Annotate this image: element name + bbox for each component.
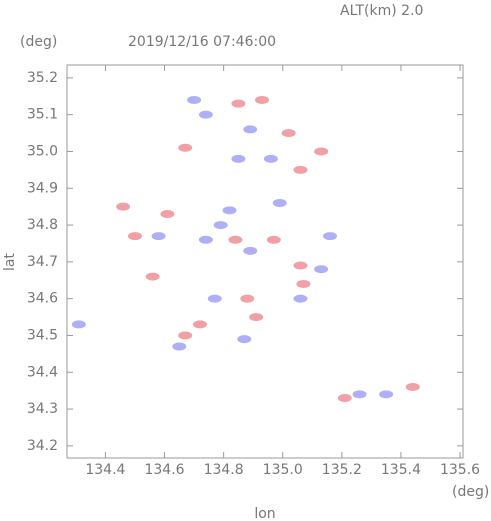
echo-patch bbox=[187, 95, 202, 104]
x-axis-label: lon bbox=[254, 506, 275, 521]
x-tick-label: 134.6 bbox=[144, 462, 184, 478]
echo-patch bbox=[314, 265, 329, 274]
echo-patch bbox=[281, 129, 296, 138]
echo-patch bbox=[379, 390, 394, 399]
echo-patch bbox=[237, 335, 252, 344]
x-tick-label: 135.6 bbox=[440, 462, 480, 478]
y-tick-label: 35.0 bbox=[27, 143, 58, 159]
echo-patch bbox=[151, 232, 166, 241]
echo-patch bbox=[231, 99, 246, 108]
echo-patch bbox=[352, 390, 367, 399]
x-tick-label: 135.4 bbox=[381, 462, 421, 478]
echo-patch bbox=[337, 394, 352, 403]
y-tick-label: 34.4 bbox=[27, 364, 58, 380]
y-tick-label: 34.3 bbox=[27, 401, 58, 417]
echo-patch bbox=[405, 382, 420, 391]
echo-patch bbox=[172, 342, 187, 351]
echo-patch bbox=[249, 313, 264, 322]
y-tick-label: 34.8 bbox=[27, 217, 58, 233]
echo-patch bbox=[145, 272, 160, 281]
y-axis-label: lat bbox=[2, 253, 18, 271]
echo-patch bbox=[192, 320, 207, 329]
y-tick-label: 35.1 bbox=[27, 107, 58, 123]
echo-patch bbox=[293, 294, 308, 303]
echo-patch bbox=[160, 210, 175, 219]
y-unit: (deg) bbox=[20, 34, 57, 50]
echo-patch bbox=[178, 143, 193, 152]
chart-title: 2019/12/16 07:46:00 bbox=[128, 34, 276, 50]
echo-patch bbox=[243, 125, 258, 134]
y-tick-label: 34.9 bbox=[27, 180, 58, 196]
y-tick-label: 34.6 bbox=[27, 291, 58, 307]
echo-patch bbox=[293, 261, 308, 270]
echo-patch bbox=[207, 294, 222, 303]
x-tick-label: 134.8 bbox=[204, 462, 244, 478]
plot-frame bbox=[66, 64, 464, 459]
echo-patch bbox=[213, 221, 228, 230]
echo-patch bbox=[71, 320, 86, 329]
x-tick-label: 135.2 bbox=[322, 462, 362, 478]
echo-patch bbox=[178, 331, 193, 340]
echo-patch bbox=[228, 235, 243, 244]
chart-subtitle: ALT(km) 2.0 bbox=[340, 3, 423, 19]
y-tick-label: 35.2 bbox=[27, 70, 58, 86]
echo-patch bbox=[293, 165, 308, 174]
echo-patch bbox=[231, 154, 246, 163]
echo-patch bbox=[116, 202, 131, 211]
echo-patch bbox=[263, 154, 278, 163]
x-tick-label: 134.4 bbox=[85, 462, 125, 478]
echo-patch bbox=[296, 279, 311, 288]
echo-patch bbox=[255, 95, 270, 104]
x-tick-label: 135.0 bbox=[263, 462, 303, 478]
echo-patch bbox=[222, 206, 237, 215]
echo-patch bbox=[314, 147, 329, 156]
echo-patch bbox=[198, 235, 213, 244]
echo-patch bbox=[266, 235, 281, 244]
echo-patch bbox=[240, 294, 255, 303]
echo-patch bbox=[243, 246, 258, 255]
echo-patch bbox=[272, 198, 287, 207]
y-tick-label: 34.5 bbox=[27, 327, 58, 343]
x-unit: (deg) bbox=[452, 484, 489, 500]
echo-patch bbox=[198, 110, 213, 119]
echo-patch bbox=[323, 232, 338, 241]
y-tick-label: 34.2 bbox=[27, 438, 58, 454]
y-tick-label: 34.7 bbox=[27, 254, 58, 270]
echo-patch bbox=[127, 232, 142, 241]
